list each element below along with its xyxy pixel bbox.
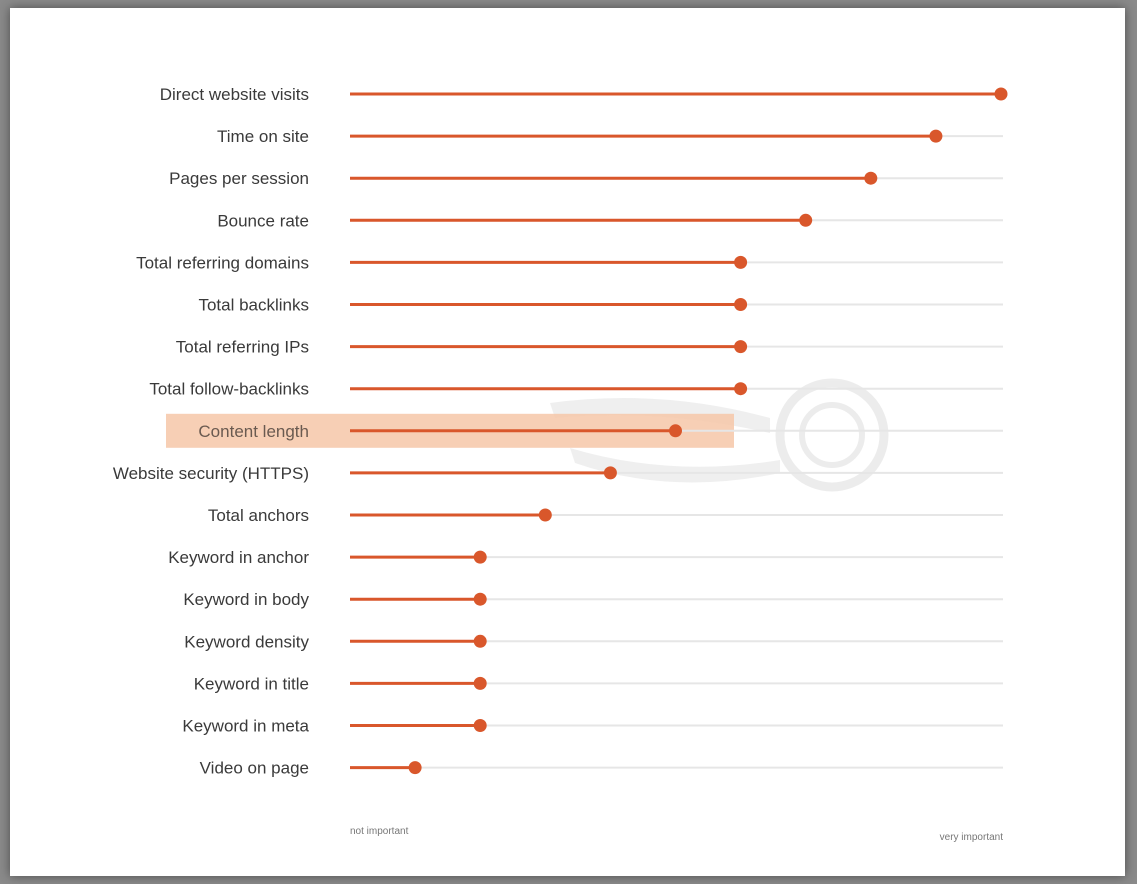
category-label: Total anchors	[208, 506, 309, 525]
data-point	[473, 719, 487, 732]
data-point	[473, 634, 487, 648]
data-point	[929, 129, 943, 143]
lollipop-chart: Direct website visits Time on site Pages p…	[113, 85, 1008, 843]
data-point	[473, 676, 487, 690]
category-label: Total backlinks	[198, 296, 309, 315]
category-label: Total follow-backlinks	[149, 380, 309, 399]
category-label: Total referring IPs	[176, 338, 309, 357]
data-point	[734, 382, 748, 396]
data-point	[994, 87, 1008, 101]
category-label: Total referring domains	[136, 253, 309, 272]
category-label: Keyword density	[184, 632, 309, 651]
category-label: Keyword in body	[183, 590, 309, 609]
data-point	[408, 761, 422, 775]
axis-max-label: very important	[940, 832, 1004, 843]
category-label: Bounce rate	[217, 211, 309, 230]
chart-card: Direct website visits Time on site Pages p…	[10, 8, 1125, 876]
data-point	[538, 508, 552, 522]
category-label: Video on page	[200, 759, 309, 778]
category-label: Direct website visits	[160, 85, 309, 104]
category-label: Keyword in meta	[182, 717, 309, 736]
category-label: Website security (HTTPS)	[113, 464, 309, 483]
category-label: Pages per session	[169, 169, 309, 188]
axis-min-label: not important	[350, 826, 409, 837]
data-point	[473, 592, 487, 606]
data-point	[734, 255, 748, 269]
data-point	[669, 424, 682, 438]
data-point	[864, 171, 878, 185]
data-point	[473, 550, 487, 564]
category-label: Time on site	[217, 127, 309, 146]
data-point	[734, 298, 748, 311]
category-label: Content length	[198, 422, 309, 441]
category-label: Keyword in title	[194, 674, 309, 693]
data-point	[734, 340, 748, 354]
category-label: Keyword in anchor	[168, 548, 309, 567]
data-point	[799, 213, 813, 227]
data-point	[603, 466, 617, 480]
